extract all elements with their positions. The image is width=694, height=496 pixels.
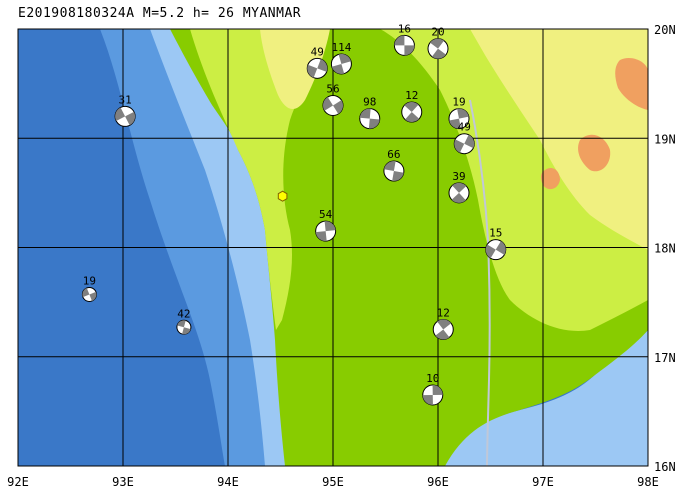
- latitude-label: 17N: [654, 351, 676, 365]
- event-depth-label: 114: [331, 41, 351, 54]
- focal-mechanism: 56: [322, 82, 344, 116]
- longitude-label: 93E: [112, 475, 134, 489]
- compressional-quadrant: [404, 45, 415, 56]
- event-depth-label: 56: [326, 82, 339, 95]
- event-depth-label: 66: [387, 148, 400, 161]
- axis-labels: 92E 93E 94E 95E 96E 97E 98E 20N 19N 18N 17N 16N: [7, 23, 676, 489]
- compressional-quadrant: [451, 192, 466, 203]
- event-depth-label: 54: [319, 208, 333, 221]
- compressional-quadrant: [405, 112, 420, 123]
- compressional-quadrant: [338, 53, 352, 64]
- compressional-quadrant: [394, 35, 405, 46]
- compressional-quadrant: [359, 108, 371, 119]
- focal-mechanism: 39: [448, 170, 470, 204]
- event-depth-label: 31: [118, 93, 131, 106]
- longitude-label: 98E: [637, 475, 659, 489]
- event-depth-label: 49: [458, 121, 471, 134]
- compressional-quadrant: [457, 108, 469, 119]
- compressional-quadrant: [485, 244, 496, 259]
- focal-mechanism: 42: [176, 307, 192, 335]
- longitude-label: 94E: [217, 475, 239, 489]
- compressional-quadrant: [177, 320, 186, 328]
- focal-mechanism: 16: [393, 22, 415, 56]
- compressional-quadrant: [452, 182, 467, 193]
- focal-mechanism: 66: [383, 148, 405, 182]
- compressional-quadrant: [323, 96, 333, 111]
- mountain-peak-area: [578, 134, 611, 172]
- compressional-quadrant: [454, 139, 465, 153]
- compressional-quadrant: [422, 394, 433, 405]
- compressional-quadrant: [404, 102, 419, 113]
- focal-mechanism: 19: [81, 274, 97, 302]
- mountain-peak-area: [615, 58, 648, 110]
- river: [469, 99, 491, 466]
- event-depth-label: 20: [431, 26, 444, 39]
- compressional-quadrant: [307, 64, 318, 78]
- focal-mechanisms: 16 20 114 49 56 98 12 19 49 31 66 39 54 15 19 42 12 10: [81, 22, 507, 406]
- compressional-quadrant: [392, 171, 404, 182]
- epicenter: [277, 190, 288, 202]
- event-depth-label: 12: [405, 89, 418, 102]
- compressional-quadrant: [368, 118, 380, 129]
- compressional-quadrant: [125, 111, 136, 126]
- compressional-quadrant: [182, 327, 191, 335]
- event-depth-label: 42: [177, 307, 190, 320]
- compressional-quadrant: [384, 161, 396, 172]
- mountain-peak-area: [540, 168, 560, 190]
- compressional-quadrant: [431, 48, 446, 59]
- compressional-quadrant: [331, 63, 345, 74]
- focal-mechanism: 15: [485, 227, 507, 261]
- compressional-quadrant: [437, 319, 452, 330]
- longitude-label: 95E: [322, 475, 344, 489]
- focal-mechanism: 114: [330, 41, 352, 75]
- event-depth-label: 39: [452, 170, 465, 183]
- latitude-label: 18N: [654, 242, 676, 256]
- focal-mechanism: 54: [315, 208, 337, 242]
- shallow-ocean-gulf: [440, 330, 648, 466]
- focal-mechanism: 12: [432, 306, 454, 340]
- latitude-label: 19N: [654, 132, 676, 146]
- epicenter-hexagon: [277, 190, 288, 202]
- event-depth-label: 49: [311, 45, 324, 58]
- compressional-quadrant: [495, 241, 506, 255]
- focal-mechanism: 19: [448, 96, 470, 130]
- compressional-quadrant: [449, 118, 461, 129]
- longitude-label: 97E: [532, 475, 554, 489]
- event-depth-label: 19: [83, 274, 96, 287]
- compressional-quadrant: [430, 38, 445, 49]
- focal-mechanism: 31: [114, 93, 136, 127]
- compressional-quadrant: [333, 100, 343, 114]
- map-frame: [17, 28, 649, 467]
- focal-mechanism: 49: [306, 45, 328, 79]
- latitude-label: 20N: [654, 23, 676, 37]
- compressional-quadrant: [315, 231, 327, 242]
- focal-mechanism: 98: [359, 96, 381, 130]
- compressional-quadrant: [435, 329, 450, 340]
- compressional-quadrant: [432, 384, 443, 395]
- event-depth-label: 98: [363, 96, 376, 109]
- event-depth-label: 12: [437, 306, 450, 319]
- compressional-quadrant: [324, 221, 336, 232]
- event-depth-label: 10: [426, 372, 439, 385]
- longitude-label: 96E: [427, 475, 449, 489]
- latitude-label: 16N: [654, 460, 676, 474]
- compressional-quadrant: [317, 58, 328, 72]
- compressional-quadrant: [464, 134, 475, 149]
- map-title: E201908180324A M=5.2 h= 26 MYANMAR: [18, 6, 302, 21]
- focal-mechanism: 12: [401, 89, 423, 123]
- event-depth-label: 15: [489, 227, 502, 240]
- compressional-quadrant: [115, 107, 126, 121]
- focal-mechanism: 49: [453, 121, 475, 155]
- longitude-label: 92E: [7, 475, 29, 489]
- event-depth-label: 19: [452, 96, 465, 109]
- lat-lon-grid: [18, 29, 648, 466]
- compressional-quadrant: [89, 291, 97, 301]
- highland-terrain: [260, 29, 330, 110]
- highland-terrain-east: [470, 29, 648, 250]
- compressional-quadrant: [82, 287, 90, 298]
- focal-mechanism: 10: [422, 372, 444, 406]
